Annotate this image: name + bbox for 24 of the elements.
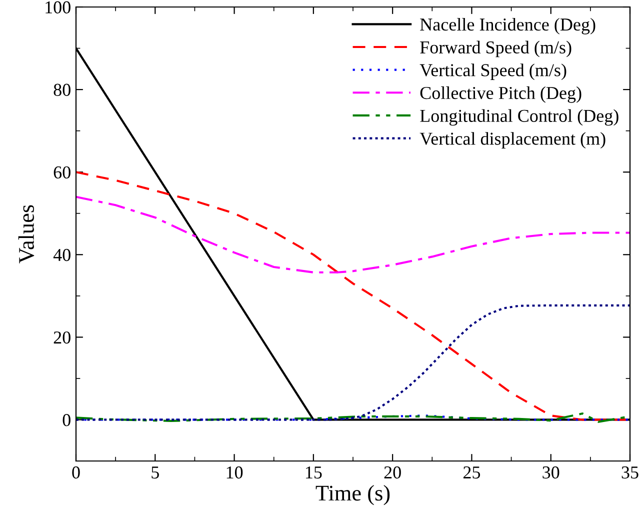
y-tick-label: 40 — [53, 248, 70, 262]
y-tick-label: 20 — [54, 331, 70, 344]
x-tick-label: 35 — [622, 466, 638, 479]
x-axis-title: Time (s) — [316, 485, 390, 506]
y-axis-title: Values — [18, 205, 34, 264]
x-tick-label: 5 — [152, 466, 159, 479]
y-tick-label: 60 — [54, 166, 70, 179]
x-tick-label: 15 — [306, 466, 322, 479]
legend-label: Longitudinal Control (Deg) — [420, 109, 618, 126]
x-tick-label: 30 — [542, 466, 560, 479]
y-tick-label: 80 — [54, 84, 70, 96]
x-tick-label: 0 — [72, 466, 80, 479]
legend-label: Collective Pitch (Deg) — [420, 86, 582, 103]
x-tick-label: 10 — [226, 466, 243, 479]
line-series — [76, 304, 630, 421]
y-tick-label: 0 — [62, 414, 70, 426]
x-tick-label: 20 — [384, 466, 401, 479]
legend-label: Vertical Speed (m/s) — [420, 64, 566, 80]
legend-label: Nacelle Incidence (Deg) — [420, 18, 596, 34]
legend-label: Forward Speed (m/s) — [420, 40, 572, 58]
y-tick-label: 100 — [46, 1, 70, 14]
legend-label: Vertical displacement (m) — [420, 132, 606, 148]
x-tick-label: 25 — [463, 466, 480, 479]
line-series — [76, 196, 630, 274]
